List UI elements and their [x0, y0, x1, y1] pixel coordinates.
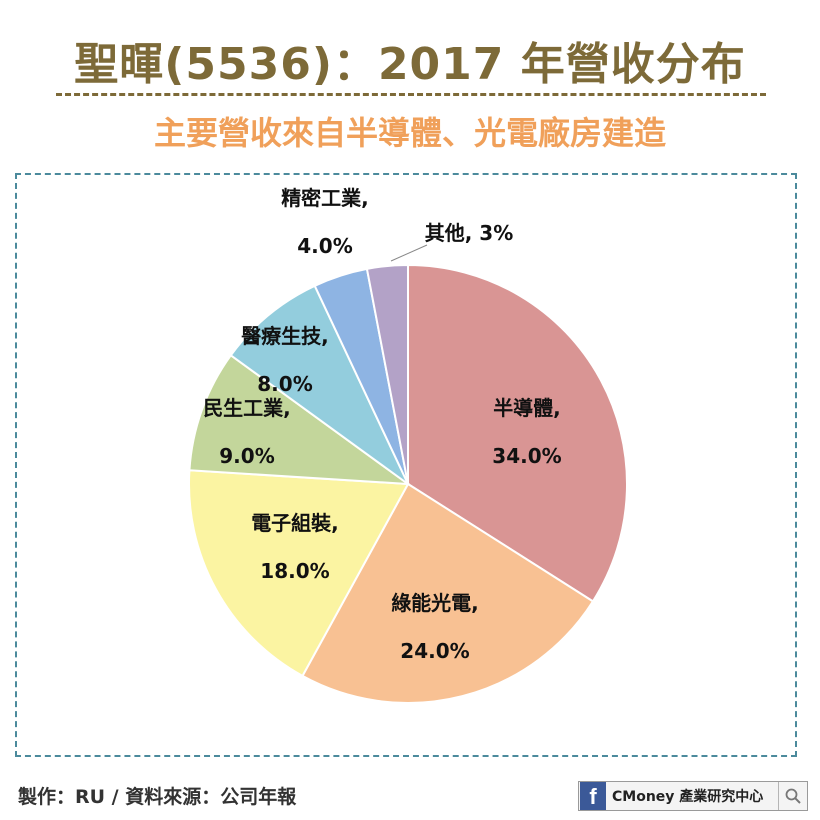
- brand-badge[interactable]: f CMoney 產業研究中心: [578, 781, 808, 811]
- slice-label: 精密工業,: [281, 186, 369, 210]
- pie-slice: [301, 482, 595, 704]
- pie-slice: [407, 263, 629, 603]
- slice-value-label: 9.0%: [219, 444, 274, 468]
- slice-label: 民生工業,: [203, 396, 291, 420]
- chart-frame: 半導體, 34.0% 綠能光電, 24.0% 電子組裝, 18.0% 民生工業, 9.0% 醫療…: [15, 173, 797, 757]
- pie-slices: [188, 263, 629, 704]
- pie-slice: [365, 263, 409, 485]
- source-credit: 製作：RU / 資料來源：公司年報: [18, 786, 297, 808]
- pie-slice: [188, 469, 410, 678]
- pie-labels: 半導體, 34.0% 綠能光電, 24.0% 電子組裝, 18.0% 民生工業, 9.0% 醫療…: [203, 186, 562, 663]
- title-divider: [56, 93, 766, 96]
- slice-value-label: 24.0%: [400, 639, 469, 663]
- slice-value-label: 8.0%: [257, 372, 312, 396]
- pie-slice: [188, 353, 412, 486]
- slice-value-label: 18.0%: [260, 559, 329, 583]
- slice-label: 半導體,: [493, 396, 561, 420]
- page-subtitle: 主要營收來自半導體、光電廠房建造: [153, 114, 666, 152]
- slice-label: 其他, 3%: [425, 221, 514, 245]
- page-title: 聖暉(5536)：2017 年營收分布: [74, 39, 746, 90]
- slice-label: 醫療生技,: [241, 324, 329, 348]
- other-leader-line: [390, 244, 428, 262]
- slice-label: 電子組裝,: [251, 511, 339, 535]
- pie-chart: 半導體, 34.0% 綠能光電, 24.0% 電子組裝, 18.0% 民生工業, 9.0% 醫療…: [188, 186, 629, 704]
- slice-label: 綠能光電,: [391, 591, 479, 615]
- facebook-icon: f: [580, 782, 606, 810]
- pie-slice: [229, 284, 409, 485]
- slice-value-label: 34.0%: [492, 444, 561, 468]
- search-icon[interactable]: [778, 782, 807, 810]
- brand-name: CMoney 產業研究中心: [612, 789, 764, 805]
- slice-value-label: 4.0%: [297, 234, 352, 258]
